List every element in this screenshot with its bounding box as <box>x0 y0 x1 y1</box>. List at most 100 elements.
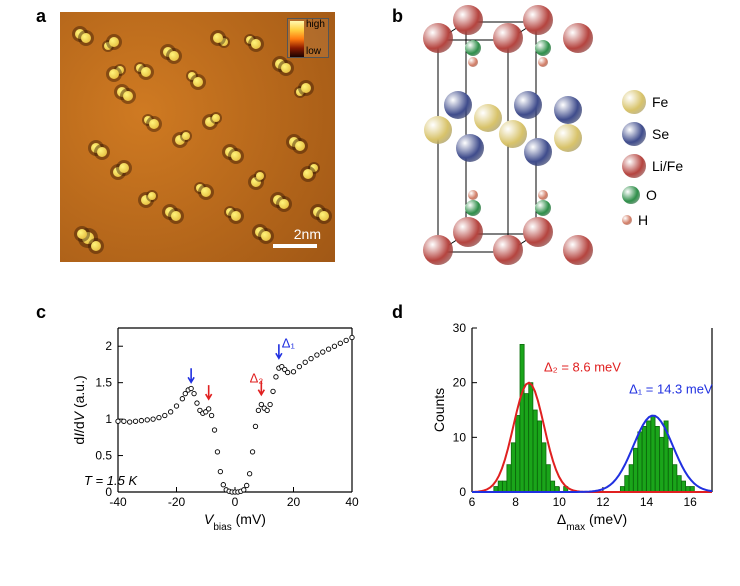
panel-label-c: c <box>36 302 46 323</box>
chart-d-svg: 6 8 10 12 14 16 0 10 20 30 Δmax (meV) Counts Δ₂ = 8.… <box>430 320 720 530</box>
atom <box>563 235 593 265</box>
stm-adatom <box>81 33 91 43</box>
legend-b: Fe Se Li/Fe OH <box>622 90 683 236</box>
atom <box>538 57 548 67</box>
panel-label-a: a <box>36 6 46 27</box>
atom <box>465 200 481 216</box>
stm-adatom <box>231 211 241 221</box>
atom <box>453 217 483 247</box>
svg-text:0.5: 0.5 <box>95 449 112 463</box>
svg-text:10: 10 <box>553 495 567 509</box>
stm-adatom <box>212 114 220 122</box>
svg-text:1: 1 <box>105 412 112 426</box>
svg-text:10: 10 <box>453 430 467 444</box>
atom <box>523 217 553 247</box>
stm-adatom <box>119 163 129 173</box>
svg-text:14: 14 <box>640 495 654 509</box>
stm-adatom <box>109 37 119 47</box>
colorbar-low: low <box>306 46 321 57</box>
legend-dot <box>622 122 646 146</box>
svg-text:Vbias (mV): Vbias (mV) <box>204 511 266 530</box>
legend-row: Se <box>622 122 683 146</box>
legend-row: O <box>622 186 683 204</box>
stm-adatom <box>109 69 119 79</box>
stm-adatom <box>149 119 159 129</box>
svg-text:20: 20 <box>453 376 467 390</box>
svg-text:dI/dV (a.u.): dI/dV (a.u.) <box>71 375 87 444</box>
atom <box>524 138 552 166</box>
temp-label: T = 1.5 K <box>84 473 137 488</box>
stm-adatom <box>261 231 271 241</box>
atom <box>499 120 527 148</box>
svg-text:Δmax (meV): Δmax (meV) <box>557 511 627 530</box>
svg-text:20: 20 <box>287 495 301 509</box>
chart-c: -40-200204000.511.52Vbias (mV)dI/dV (a.u… <box>70 320 360 530</box>
svg-text:2: 2 <box>105 339 112 353</box>
atom <box>423 23 453 53</box>
chart-c-svg: -40-200204000.511.52Vbias (mV)dI/dV (a.u… <box>70 320 360 530</box>
svg-text:0: 0 <box>459 485 466 499</box>
legend-row: Fe <box>622 90 683 114</box>
atom <box>523 5 553 35</box>
stm-adatom <box>171 211 181 221</box>
atom <box>554 96 582 124</box>
atom <box>453 5 483 35</box>
stm-adatom <box>182 132 190 140</box>
legend-label: Se <box>652 126 669 142</box>
stm-adatom <box>319 211 329 221</box>
svg-text:Counts: Counts <box>431 388 447 432</box>
stm-adatom <box>123 91 133 101</box>
atom <box>468 57 478 67</box>
legend-row: Li/Fe <box>622 154 683 178</box>
stm-adatom <box>148 192 156 200</box>
svg-text:Δ₁: Δ₁ <box>282 336 296 351</box>
atom <box>514 91 542 119</box>
stm-adatom <box>251 39 261 49</box>
atom <box>535 200 551 216</box>
atom <box>424 116 452 144</box>
svg-text:1.5: 1.5 <box>95 376 112 390</box>
atom <box>563 23 593 53</box>
legend-row: H <box>622 212 683 228</box>
stm-adatom <box>77 229 87 239</box>
svg-text:30: 30 <box>453 321 467 335</box>
stm-adatom <box>256 172 264 180</box>
stm-adatom <box>281 63 291 73</box>
legend-label: H <box>638 212 648 228</box>
colorbar-box: high low <box>287 18 329 58</box>
stm-adatom <box>295 141 305 151</box>
atom <box>493 235 523 265</box>
chart-d: 6 8 10 12 14 16 0 10 20 30 Δmax (meV) Counts Δ₂ = 8.… <box>430 320 720 530</box>
colorbar <box>290 21 304 57</box>
panel-label-b: b <box>392 6 403 27</box>
stm-adatom <box>91 241 101 251</box>
svg-text:8: 8 <box>512 495 519 509</box>
svg-text:0: 0 <box>232 495 239 509</box>
crystal-structure <box>418 10 618 270</box>
svg-text:40: 40 <box>345 495 359 509</box>
stm-image-panel: 2nm high low <box>60 12 335 262</box>
legend-dot <box>622 90 646 114</box>
atom <box>468 190 478 200</box>
stm-adatom <box>279 199 289 209</box>
stm-adatom <box>231 151 241 161</box>
legend-dot <box>622 154 646 178</box>
stm-adatom <box>141 67 151 77</box>
scalebar <box>273 244 317 248</box>
stm-adatom <box>201 187 211 197</box>
atom <box>554 124 582 152</box>
atom <box>474 104 502 132</box>
stm-adatom <box>193 77 203 87</box>
svg-text:6: 6 <box>469 495 476 509</box>
legend-dot <box>622 186 640 204</box>
legend-label: Fe <box>652 94 668 110</box>
atom <box>538 190 548 200</box>
atom <box>444 91 472 119</box>
svg-text:16: 16 <box>684 495 698 509</box>
legend-label: Li/Fe <box>652 158 683 174</box>
svg-text:Δ₂ = 8.6 meV: Δ₂ = 8.6 meV <box>544 360 621 375</box>
atom <box>423 235 453 265</box>
panel-label-d: d <box>392 302 403 323</box>
svg-text:12: 12 <box>596 495 610 509</box>
legend-dot <box>622 215 632 225</box>
